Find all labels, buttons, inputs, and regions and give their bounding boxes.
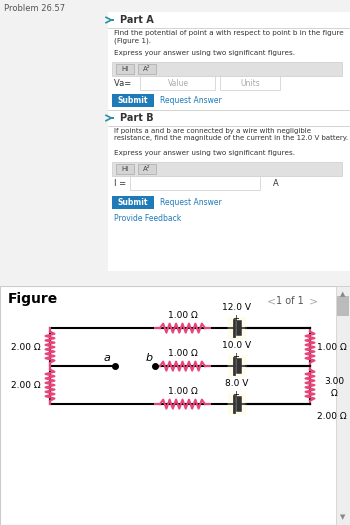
Text: A: A [273, 178, 279, 187]
Text: 1.00 Ω: 1.00 Ω [168, 387, 197, 396]
Text: Units: Units [240, 79, 260, 88]
Text: 1.00 Ω: 1.00 Ω [317, 343, 347, 352]
Text: Figure: Figure [8, 292, 58, 306]
Bar [116, 164, 134, 174]
Text: HI: HI [121, 166, 129, 172]
Text: 2.00 Ω: 2.00 Ω [11, 343, 41, 352]
Text: HI: HI [121, 66, 129, 72]
Text: 8.0 V: 8.0 V [225, 379, 249, 388]
Text: 10.0 V: 10.0 V [223, 341, 252, 350]
Text: <: < [267, 296, 276, 306]
Text: ▼: ▼ [340, 514, 346, 520]
Text: Submit: Submit [118, 198, 148, 207]
Text: Express your answer using two significant figures.: Express your answer using two significan… [114, 50, 295, 56]
Bar [220, 76, 280, 90]
Bar [112, 196, 154, 209]
Text: 3.00: 3.00 [324, 376, 344, 386]
Text: 2.00 Ω: 2.00 Ω [11, 381, 41, 390]
Text: 1 of 1: 1 of 1 [276, 296, 304, 306]
Bar [112, 94, 154, 107]
Text: >: > [309, 296, 318, 306]
Bar [116, 64, 134, 74]
Text: Ω: Ω [331, 388, 337, 397]
Text: a: a [104, 353, 111, 363]
Text: Part A: Part A [120, 15, 154, 25]
Text: Submit: Submit [118, 96, 148, 105]
Bar [337, 296, 349, 316]
Text: Express your answer using two significant figures.: Express your answer using two significan… [114, 150, 295, 156]
Text: A²: A² [143, 66, 151, 72]
Bar [112, 162, 342, 176]
Text: Part B: Part B [120, 113, 154, 123]
Bar [108, 12, 350, 271]
Text: Value: Value [167, 79, 189, 88]
Text: +: + [232, 313, 239, 323]
Text: Request Answer: Request Answer [160, 96, 222, 105]
Text: Request Answer: Request Answer [160, 198, 222, 207]
Text: ▲: ▲ [340, 291, 346, 297]
Text: Va=: Va= [114, 79, 134, 89]
Bar [228, 393, 246, 415]
Text: 12.0 V: 12.0 V [223, 303, 252, 312]
Text: Provide Feedback: Provide Feedback [114, 214, 181, 223]
Text: b: b [146, 353, 153, 363]
Text: I =: I = [114, 180, 129, 188]
Text: Find the potential of point a with respect to point b in the figure (Figure 1).: Find the potential of point a with respe… [114, 30, 344, 44]
Text: +: + [232, 390, 239, 398]
Bar [138, 164, 156, 174]
Text: Problem 26.57: Problem 26.57 [4, 4, 65, 13]
Bar [228, 355, 246, 377]
Bar [130, 176, 260, 190]
Bar [138, 64, 156, 74]
Bar [336, 286, 350, 525]
Bar [140, 76, 215, 90]
Text: A²: A² [143, 166, 151, 172]
Bar [228, 317, 246, 339]
Text: 2.00 Ω: 2.00 Ω [317, 412, 347, 421]
Text: 1.00 Ω: 1.00 Ω [168, 349, 197, 358]
Bar [112, 62, 342, 76]
Text: If points a and b are connected by a wire with negligible resistance, find the m: If points a and b are connected by a wir… [114, 128, 348, 141]
Text: +: + [232, 352, 239, 361]
Text: 1.00 Ω: 1.00 Ω [168, 311, 197, 320]
